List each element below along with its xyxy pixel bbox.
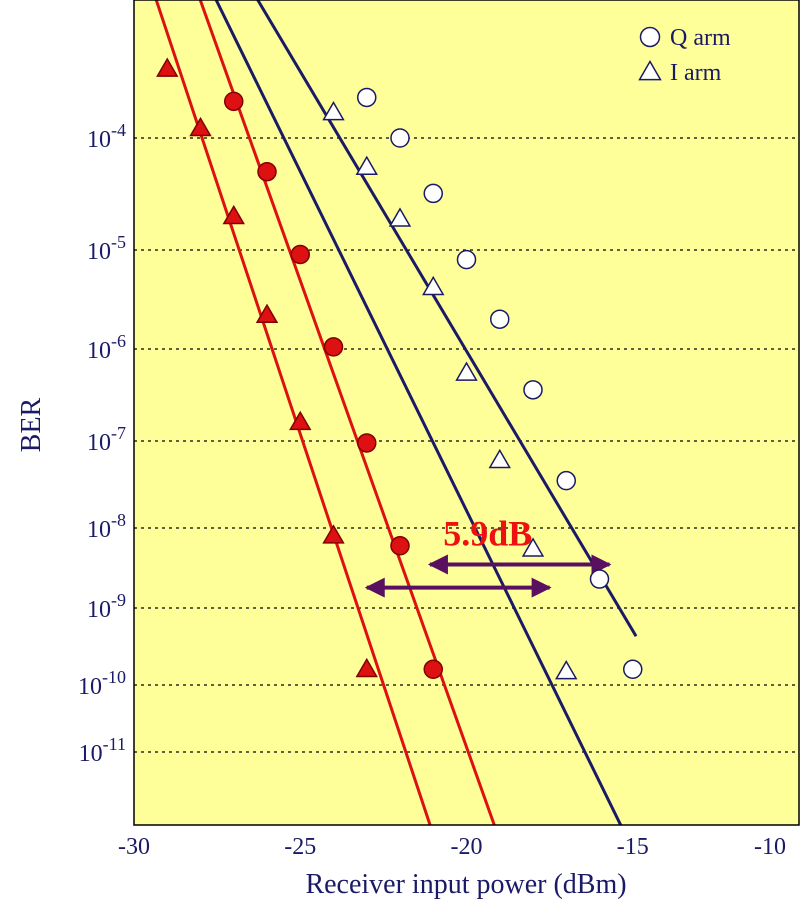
- triangle-data-point: [222, 204, 245, 225]
- y-tick-label: 10-6: [87, 331, 126, 364]
- triangle-data-point: [156, 57, 179, 77]
- triangle-data-point: [255, 303, 279, 324]
- data-points: [156, 57, 643, 680]
- x-tick-label: -20: [451, 834, 483, 860]
- circle-data-point: [224, 91, 244, 112]
- legend-label: Q arm: [670, 25, 731, 51]
- legend: Q arm I arm: [638, 25, 731, 86]
- fit-line: [154, 0, 432, 825]
- triangle-data-point: [355, 657, 378, 678]
- triangle-data-point: [521, 537, 545, 557]
- triangle-data-point: [289, 410, 312, 431]
- triangle-data-point: [488, 448, 511, 469]
- y-axis-ticks: 10-4 10-5 10-6 10-7 10-8 10-9 10-10 10-11: [78, 120, 126, 767]
- annotation-label: 5.9dB: [443, 514, 532, 554]
- circle-data-point: [357, 433, 377, 453]
- x-tick-label: -25: [284, 834, 316, 860]
- triangle-data-point: [455, 361, 478, 381]
- circle-data-point: [423, 183, 443, 204]
- x-tick-label: -10: [754, 834, 786, 860]
- plot-background: [134, 0, 799, 825]
- circle-data-point: [257, 161, 277, 182]
- fit-line: [198, 0, 496, 825]
- plot-frame: [133, 0, 800, 826]
- x-tick-label: -15: [617, 834, 649, 860]
- y-tick-label: 10-9: [87, 590, 126, 623]
- triangle-data-point: [422, 275, 445, 296]
- y-axis-label: BER: [16, 397, 47, 452]
- legend-circle-icon: [639, 26, 661, 48]
- circle-data-point: [490, 309, 510, 329]
- y-tick-label: 10-11: [79, 734, 126, 767]
- fit-line: [256, 0, 638, 637]
- circle-data-point: [390, 128, 410, 148]
- x-axis-label: Receiver input power (dBm): [305, 869, 626, 900]
- circle-data-point: [623, 659, 643, 680]
- circle-data-point: [357, 87, 377, 108]
- triangle-data-point: [189, 116, 212, 137]
- legend-label: I arm: [670, 60, 722, 86]
- circle-data-point: [523, 380, 543, 400]
- y-tick-label: 10-4: [87, 120, 126, 153]
- y-tick-label: 10-5: [87, 232, 126, 265]
- grid-lines: [134, 137, 799, 753]
- fit-line: [214, 0, 623, 825]
- circle-data-point: [290, 244, 310, 265]
- circle-data-point: [323, 337, 344, 357]
- circle-data-point: [589, 569, 610, 589]
- triangle-data-point: [388, 207, 412, 227]
- triangle-data-point: [322, 100, 345, 121]
- circle-data-point: [423, 659, 443, 680]
- triangle-data-point: [555, 660, 578, 680]
- circle-data-point: [556, 470, 576, 491]
- legend-triangle-icon: [638, 60, 662, 81]
- y-tick-label: 10-8: [87, 510, 126, 543]
- triangle-data-point: [322, 524, 345, 544]
- fit-lines: [154, 0, 638, 825]
- x-tick-label: -30: [118, 834, 150, 860]
- circle-data-point: [456, 249, 477, 270]
- circle-data-point: [390, 535, 410, 556]
- x-axis-ticks: -30 -25 -20 -15 -10: [118, 834, 786, 860]
- y-tick-label: 10-10: [78, 667, 126, 700]
- y-tick-label: 10-7: [87, 423, 126, 456]
- triangle-data-point: [355, 155, 378, 176]
- annotations: 5.9dB: [364, 514, 612, 598]
